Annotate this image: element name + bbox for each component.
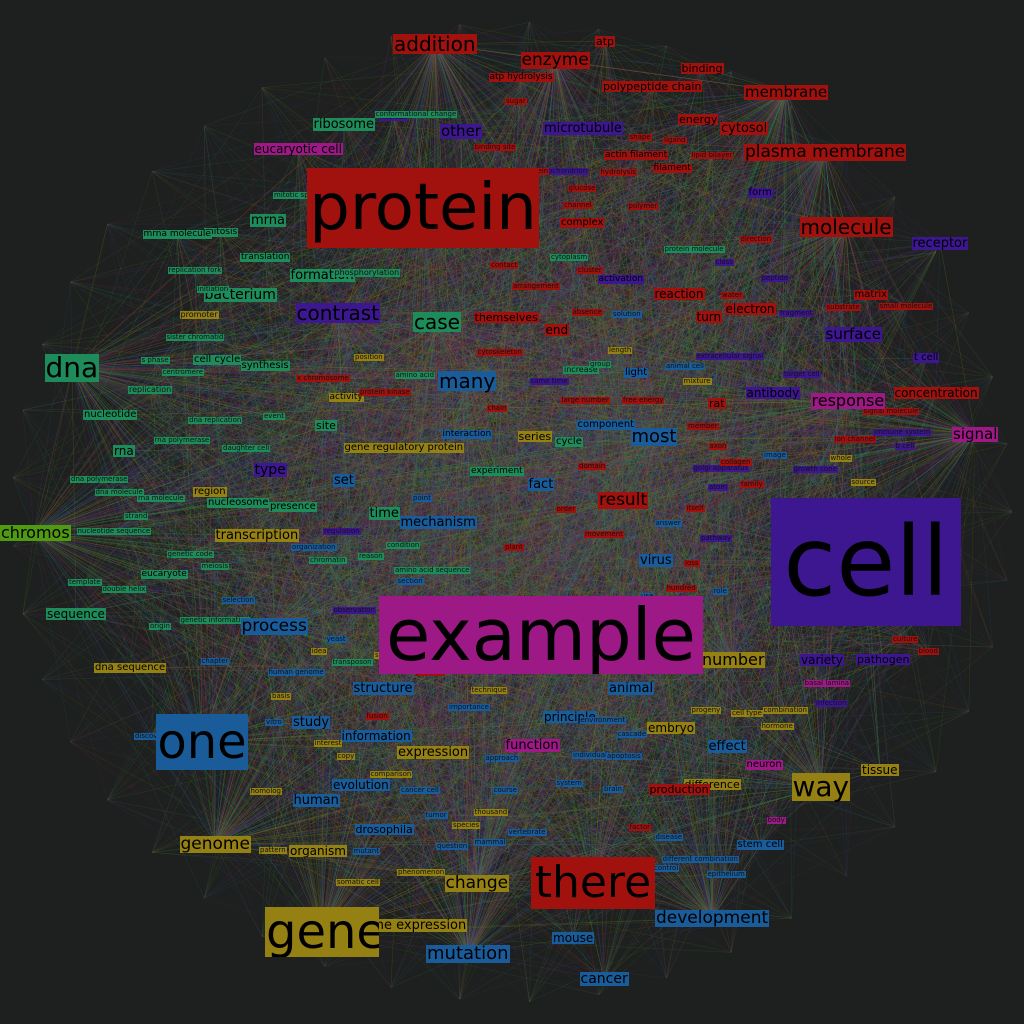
graph-edge bbox=[201, 711, 969, 743]
graph-edge bbox=[181, 439, 203, 743]
graph-edge bbox=[321, 788, 680, 933]
graph-edge bbox=[321, 751, 434, 933]
graph-edge bbox=[201, 741, 599, 995]
graph-edge bbox=[201, 356, 370, 743]
graph-edge bbox=[42, 679, 323, 933]
graph-edge bbox=[321, 709, 707, 933]
graph-edge bbox=[194, 336, 203, 743]
graph-edge bbox=[176, 233, 867, 563]
graph-edge bbox=[321, 931, 732, 953]
graph-edge bbox=[540, 294, 733, 636]
graph-edge bbox=[201, 187, 583, 743]
graph-edge bbox=[273, 721, 323, 933]
graph-edge bbox=[201, 741, 323, 933]
graph-edge bbox=[22, 410, 323, 933]
graph-edge bbox=[321, 706, 470, 933]
graph-edge bbox=[321, 742, 329, 933]
graph-edge bbox=[598, 561, 867, 995]
graph-edge bbox=[321, 757, 503, 933]
graph-edge bbox=[201, 256, 570, 743]
graph-edge bbox=[160, 207, 424, 499]
graph-edge bbox=[42, 344, 203, 743]
graph-edge bbox=[22, 613, 323, 933]
